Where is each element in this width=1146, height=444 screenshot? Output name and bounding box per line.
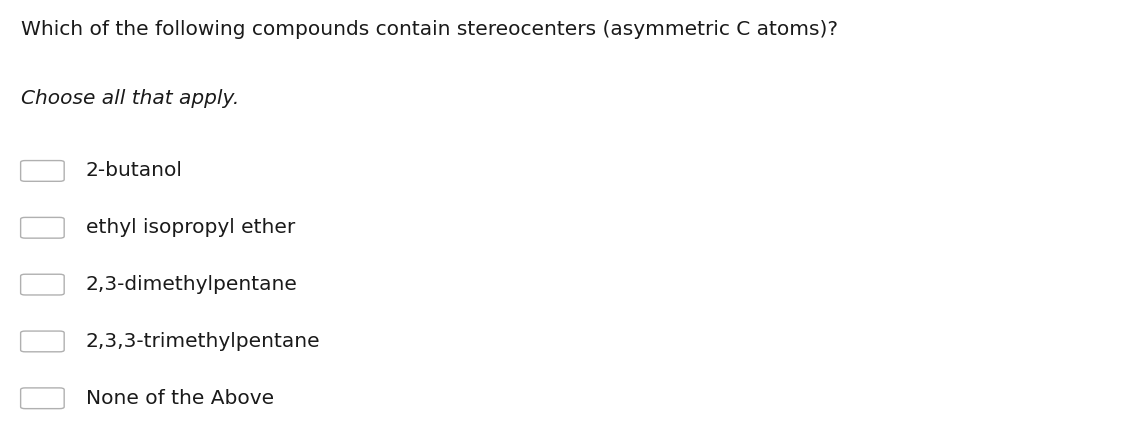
Text: 2,3,3-trimethylpentane: 2,3,3-trimethylpentane xyxy=(86,332,321,351)
Text: Choose all that apply.: Choose all that apply. xyxy=(21,89,238,108)
FancyBboxPatch shape xyxy=(21,274,64,295)
Text: ethyl isopropyl ether: ethyl isopropyl ether xyxy=(86,218,296,237)
FancyBboxPatch shape xyxy=(21,218,64,238)
FancyBboxPatch shape xyxy=(21,331,64,352)
Text: 2,3-dimethylpentane: 2,3-dimethylpentane xyxy=(86,275,298,294)
Text: None of the Above: None of the Above xyxy=(86,389,274,408)
FancyBboxPatch shape xyxy=(21,388,64,408)
FancyBboxPatch shape xyxy=(21,161,64,181)
Text: 2-butanol: 2-butanol xyxy=(86,162,183,180)
Text: Which of the following compounds contain stereocenters (asymmetric C atoms)?: Which of the following compounds contain… xyxy=(21,20,838,39)
